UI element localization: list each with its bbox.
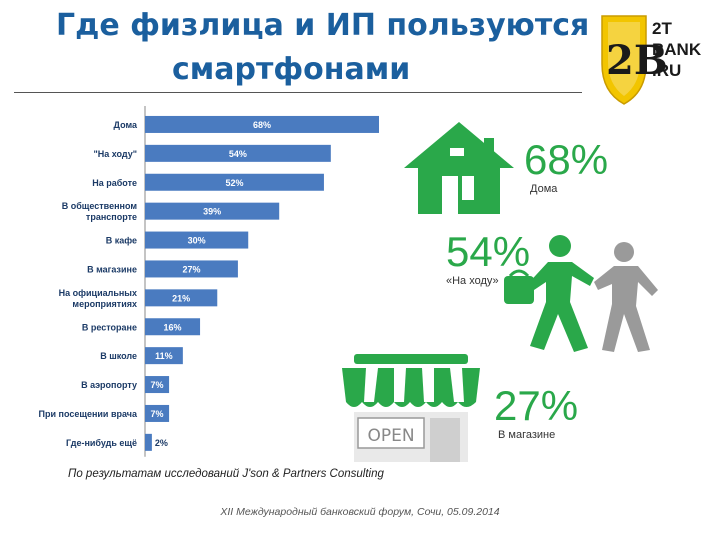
title-divider xyxy=(14,92,582,93)
category-label: В ресторане xyxy=(82,322,137,332)
bar-value-label: 30% xyxy=(188,236,206,246)
title-line-2: смартфонами xyxy=(172,52,411,87)
bar-value-label: 68% xyxy=(253,120,271,130)
bar-value-label: 52% xyxy=(225,178,243,188)
bank-logo: 2B xyxy=(601,15,668,105)
shop-icon: OPEN xyxy=(342,354,480,462)
stat-home-label: Дома xyxy=(530,183,558,195)
source-note: По результатам исследований J'son & Part… xyxy=(68,468,384,480)
category-label: В кафе xyxy=(106,236,137,246)
bar xyxy=(145,231,249,249)
stat-home-value: 68% xyxy=(524,136,609,183)
stat-on-the-go-value: 54% xyxy=(446,228,531,275)
bar-value-label: 2% xyxy=(155,438,168,448)
category-label: В аэропорту xyxy=(81,380,137,390)
bar xyxy=(145,144,331,162)
bar xyxy=(145,173,324,191)
category-label: На работе xyxy=(92,178,137,188)
bar xyxy=(145,318,201,336)
stat-on-the-go-label: «На ходу» xyxy=(446,275,499,287)
stat-store-value: 27% xyxy=(494,382,579,429)
logo-line-2: BANK xyxy=(652,40,702,59)
category-label: В общественном транспорте xyxy=(62,201,138,222)
category-label: В магазине xyxy=(87,264,137,274)
bar xyxy=(145,115,379,133)
logo-line-3: .RU xyxy=(652,61,682,80)
category-label: На официальных мероприятиях xyxy=(59,288,137,309)
bar xyxy=(145,404,170,422)
bar xyxy=(145,376,170,394)
logo-text: 2T BANK .RU xyxy=(652,18,701,81)
stat-store-label: В магазине xyxy=(498,429,556,441)
bar-value-label: 7% xyxy=(151,380,164,390)
bar xyxy=(145,433,152,451)
category-label: В школе xyxy=(100,351,137,361)
bar-value-label: 39% xyxy=(203,207,221,217)
logo-line-1: 2T xyxy=(652,19,672,38)
house-icon xyxy=(404,122,514,214)
bar-value-label: 27% xyxy=(182,264,200,274)
category-label: Дома xyxy=(114,120,138,130)
bar-value-label: 54% xyxy=(229,149,247,159)
walking-people-icon xyxy=(504,235,658,352)
bar xyxy=(145,347,183,365)
footer-text: XII Международный банковский форум, Сочи… xyxy=(220,506,500,518)
shop-open-sign: OPEN xyxy=(367,426,414,446)
bar-chart: 68% Дома 54% "На ходу" 52% На работе 39% В обще… xyxy=(39,106,379,457)
stat-store: 27% В магазине xyxy=(494,384,578,442)
bar xyxy=(145,260,238,278)
stat-on-the-go: 54% «На ходу» xyxy=(446,230,530,288)
bar-value-label: 11% xyxy=(155,351,173,361)
bar xyxy=(145,202,280,220)
category-label: "На ходу" xyxy=(93,149,137,159)
title-line-1: Где физлица и ИП пользуются xyxy=(56,8,590,43)
logo-mark: 2B xyxy=(606,37,668,84)
bar-value-label: 21% xyxy=(172,293,190,303)
stat-home: 68% Дома xyxy=(524,138,608,196)
bar-value-label: 16% xyxy=(164,322,182,332)
bar-value-label: 7% xyxy=(151,409,164,419)
category-label: При посещении врача xyxy=(39,409,138,419)
category-label: Где-нибудь ещё xyxy=(66,438,137,448)
bar xyxy=(145,289,218,307)
page-title: Где физлица и ИП пользуются смартфонами xyxy=(0,4,600,92)
